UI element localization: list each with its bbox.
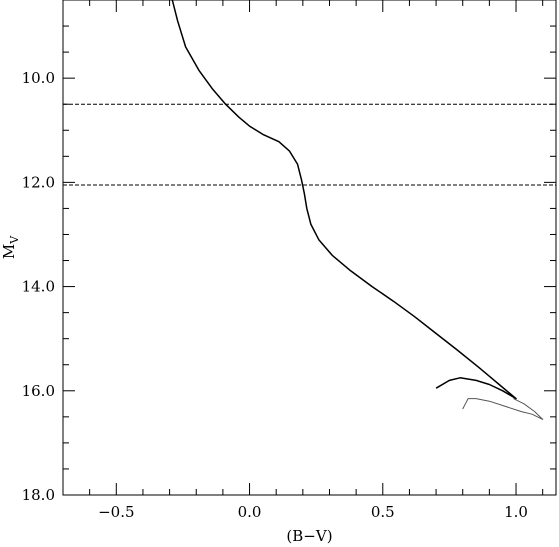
y-tick-label: 18.0 [22, 486, 55, 504]
y-tick-label: 14.0 [22, 278, 55, 296]
x-tick-label: 0.0 [238, 503, 262, 521]
series-line [171, 0, 517, 400]
x-axis-label: (B−V) [286, 527, 332, 545]
tick-labels-layer: −0.5 0.0 0.5 1.0 10.0 12.0 14.0 16.0 18.0 [22, 69, 528, 521]
plot-frame [62, 0, 557, 496]
y-axis-label: MV [0, 235, 21, 259]
x-tick-label: 0.5 [371, 503, 395, 521]
y-tick-label: 12.0 [22, 173, 55, 191]
series-layer [171, 0, 544, 420]
series-line [462, 398, 544, 420]
y-tick-label: 10.0 [22, 69, 55, 87]
reference-lines [63, 103, 556, 186]
x-tick-label: 1.0 [504, 503, 528, 521]
y-tick-label: 16.0 [22, 382, 55, 400]
y-axis-label-subscript: V [8, 235, 21, 245]
x-tick-label: −0.5 [98, 503, 134, 521]
ticks-layer [63, 0, 556, 496]
y-axis-label-main: M [0, 244, 18, 259]
